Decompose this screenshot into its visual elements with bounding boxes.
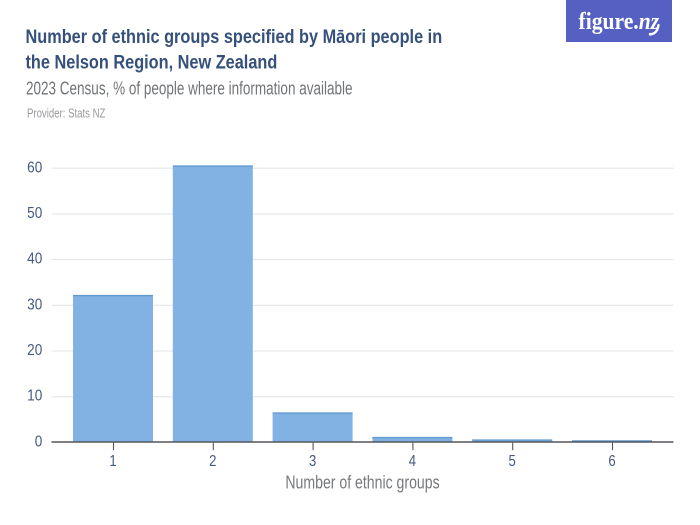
svg-text:figure.nz: figure.nz — [579, 8, 660, 34]
svg-text:10: 10 — [27, 388, 42, 405]
svg-text:1: 1 — [109, 453, 116, 470]
svg-text:60: 60 — [27, 159, 42, 176]
svg-text:20: 20 — [27, 342, 42, 359]
svg-text:Number of ethnic groups: Number of ethnic groups — [285, 473, 439, 493]
svg-text:5: 5 — [509, 453, 516, 470]
svg-text:2: 2 — [209, 453, 216, 470]
svg-text:30: 30 — [27, 296, 42, 313]
svg-text:4: 4 — [409, 453, 416, 470]
svg-text:2023 Census, % of people where: 2023 Census, % of people where informati… — [26, 79, 353, 99]
svg-text:Number of ethnic groups specif: Number of ethnic groups specified by Māo… — [26, 26, 443, 48]
svg-text:40: 40 — [27, 251, 42, 268]
svg-text:the Nelson Region, New Zealand: the Nelson Region, New Zealand — [26, 51, 278, 73]
svg-text:0: 0 — [35, 433, 43, 450]
svg-text:Provider: Stats NZ: Provider: Stats NZ — [27, 107, 106, 120]
svg-text:3: 3 — [309, 453, 316, 470]
svg-text:6: 6 — [608, 453, 615, 470]
svg-text:50: 50 — [27, 205, 42, 222]
